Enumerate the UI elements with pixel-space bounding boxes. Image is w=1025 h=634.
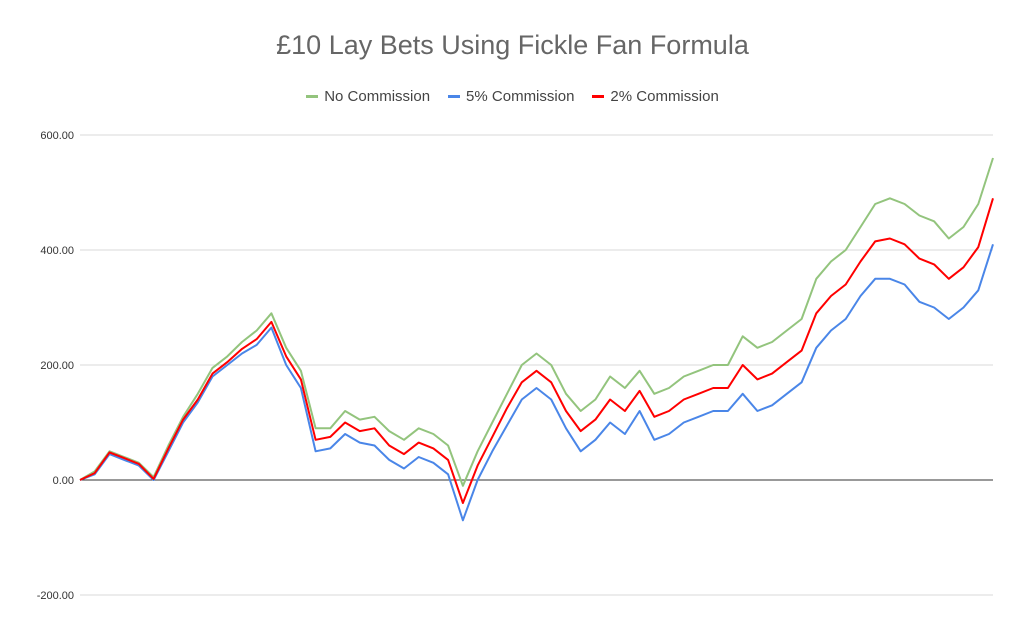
y-tick-label: -200.00 [37,590,74,602]
legend: No Commission 5% Commission 2% Commissio… [0,88,1025,105]
y-tick-label: 400.00 [40,245,74,257]
series-line-5-commission [79,243,994,522]
legend-label-5pct-commission: 5% Commission [466,88,575,105]
legend-label-no-commission: No Commission [324,88,431,105]
chart-title: £10 Lay Bets Using Fickle Fan Formula [276,30,749,60]
y-tick-label: 600.00 [40,130,74,142]
legend-swatch-5pct-commission [448,95,461,98]
legend-item-2pct-commission: 2% Commission [592,88,719,105]
series-line-no-commission [79,157,994,487]
series-line-2-commission [79,198,994,504]
legend-swatch-2pct-commission [592,95,605,98]
legend-item-5pct-commission: 5% Commission [448,88,574,105]
y-tick-label: 200.00 [40,360,74,372]
legend-swatch-no-commission [306,95,319,98]
legend-item-no-commission: No Commission [306,88,430,105]
legend-label-2pct-commission: 2% Commission [610,88,719,105]
y-tick-label: 0.00 [53,475,74,487]
